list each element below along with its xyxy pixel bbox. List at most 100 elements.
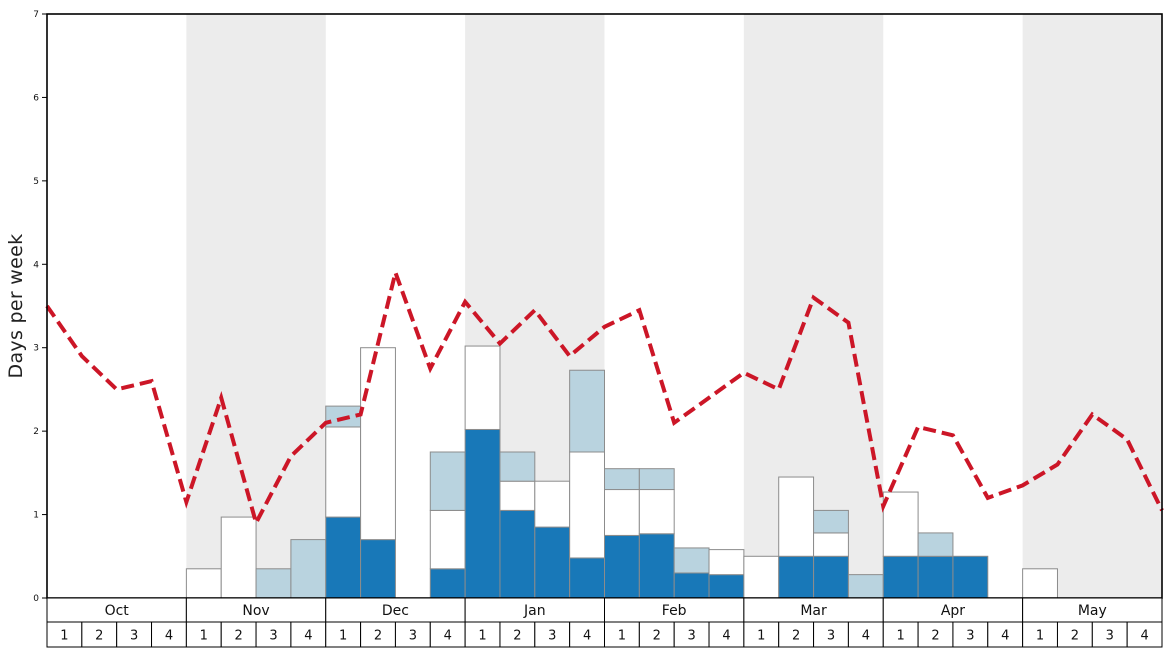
week-label: 1 (757, 629, 765, 644)
bar-segment-dark-blue-days (499, 509, 536, 599)
bar-segment-white-days (360, 347, 396, 541)
week-label: 1 (478, 629, 486, 644)
month-cell-mar (743, 597, 884, 623)
week-cell (429, 621, 466, 648)
week-label: 1 (60, 629, 68, 644)
month-label-feb: Feb (662, 603, 687, 619)
bar-segment-white-days (499, 480, 536, 511)
week-label: 2 (931, 629, 939, 644)
week-cell (255, 621, 292, 648)
month-cell-oct (46, 597, 187, 623)
week-cell (987, 621, 1024, 648)
month-cell-may (1022, 597, 1163, 623)
week-cell (1022, 621, 1058, 648)
week-label: 3 (1106, 629, 1114, 644)
week-label: 2 (792, 629, 800, 644)
bar-segment-white-days (778, 476, 815, 557)
week-label: 4 (1140, 629, 1148, 644)
week-cell (952, 621, 989, 648)
bar-segment-light-blue-days (673, 547, 710, 574)
week-cell (151, 621, 187, 648)
bar-segment-white-days (1022, 568, 1058, 599)
week-cell (325, 621, 362, 648)
week-label: 3 (827, 629, 835, 644)
bar-segment-white-days (429, 509, 466, 570)
week-cell (290, 621, 327, 648)
y-tick-label: 3 (33, 344, 39, 354)
bar-segment-white-days (569, 451, 605, 559)
bar-segment-dark-blue-days (708, 574, 745, 599)
week-label: 2 (653, 629, 661, 644)
week-label: 2 (1071, 629, 1079, 644)
bar-segment-dark-blue-days (569, 557, 605, 599)
bar-segment-white-days (813, 532, 849, 557)
week-label: 4 (304, 629, 312, 644)
bar-segment-white-days (464, 345, 501, 430)
bar-segment-light-blue-days (604, 468, 640, 491)
week-cell (813, 621, 849, 648)
bar-segment-dark-blue-days (464, 428, 501, 599)
bar-segment-dark-blue-days (604, 534, 640, 599)
month-band-nov (186, 14, 326, 598)
week-label: 1 (1036, 629, 1044, 644)
bar-segment-light-blue-days (917, 532, 954, 557)
week-cell (534, 621, 571, 648)
week-cell (917, 621, 954, 648)
bar-segment-white-days (708, 549, 745, 576)
bar-segment-dark-blue-days (673, 572, 710, 599)
month-label-nov: Nov (242, 603, 269, 619)
bar-segment-dark-blue-days (638, 533, 675, 599)
bar-segment-dark-blue-days (360, 539, 396, 599)
bar-segment-white-days (220, 516, 257, 599)
week-cell (847, 621, 884, 648)
week-label: 4 (444, 629, 452, 644)
bar-segment-light-blue-days (499, 451, 536, 482)
week-cell (394, 621, 431, 648)
month-label-oct: Oct (105, 603, 130, 619)
y-tick-label: 0 (33, 594, 39, 604)
week-cell (708, 621, 745, 648)
month-label-may: May (1078, 603, 1107, 619)
week-label: 1 (897, 629, 905, 644)
week-label: 1 (618, 629, 626, 644)
week-label: 4 (583, 629, 591, 644)
week-cell (743, 621, 780, 648)
week-label: 4 (1001, 629, 1009, 644)
week-cell (638, 621, 675, 648)
y-tick-label: 4 (33, 260, 39, 270)
bar-segment-dark-blue-days (952, 555, 989, 599)
week-label: 3 (409, 629, 417, 644)
week-cell (81, 621, 118, 648)
bar-segment-dark-blue-days (917, 555, 954, 599)
bar-segment-dark-blue-days (325, 516, 362, 599)
bar-segment-white-days (743, 555, 780, 599)
week-cell (220, 621, 257, 648)
week-label: 2 (95, 629, 103, 644)
bar-segment-light-blue-days (847, 574, 884, 599)
bar-segment-dark-blue-days (534, 526, 571, 599)
month-cell-dec (325, 597, 466, 623)
week-label: 3 (269, 629, 277, 644)
y-tick-label: 2 (33, 427, 39, 437)
y-tick-label: 5 (33, 177, 39, 187)
y-axis-label: Days per week (5, 233, 27, 379)
bar-segment-white-days (534, 480, 571, 528)
bar-segment-light-blue-days (638, 468, 675, 491)
bar-segment-white-days (882, 491, 919, 557)
week-cell (46, 621, 83, 648)
red-dashed-line (45, 265, 1164, 529)
week-cell (185, 621, 222, 648)
week-label: 1 (200, 629, 208, 644)
bar-segment-dark-blue-days (813, 555, 849, 599)
week-cell (1126, 621, 1163, 648)
bar-segment-light-blue-days (290, 539, 327, 599)
bar-segment-dark-blue-days (429, 568, 466, 599)
bar-segment-white-days (185, 568, 222, 599)
week-label: 2 (374, 629, 382, 644)
week-label: 2 (513, 629, 521, 644)
month-label-dec: Dec (382, 603, 409, 619)
week-label: 3 (687, 629, 695, 644)
week-label: 4 (165, 629, 173, 644)
bar-segment-white-days (638, 489, 675, 535)
